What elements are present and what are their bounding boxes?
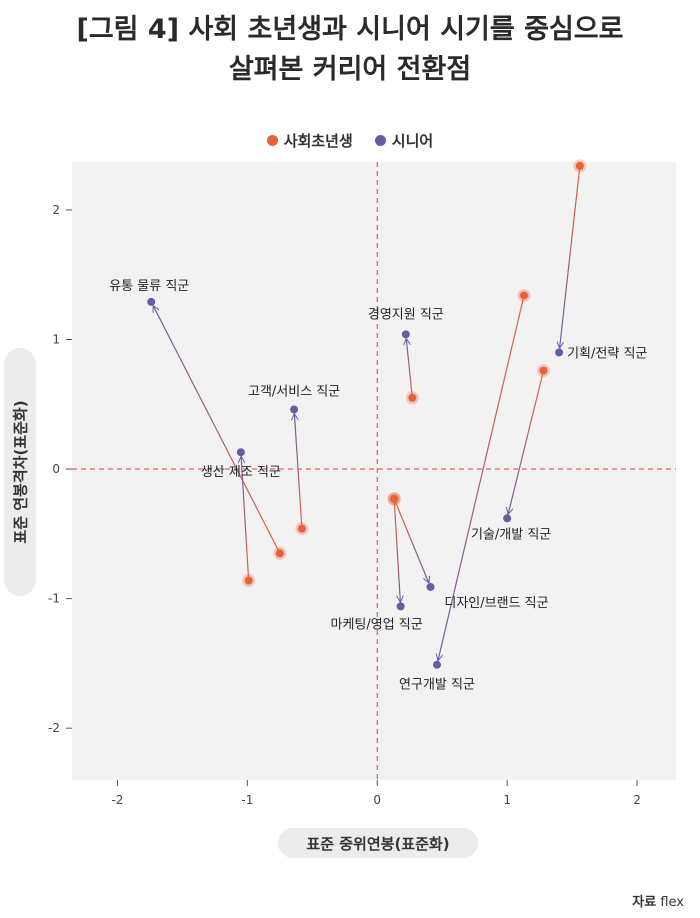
early-point: [520, 291, 529, 300]
legend-item-senior: 시니어: [374, 130, 434, 151]
x-tick-label: -1: [241, 793, 253, 807]
transition-arrow: [393, 498, 400, 602]
source-label: 자료: [632, 895, 657, 910]
group-label: 기술/개발 직군: [471, 527, 551, 542]
senior-point: [503, 514, 512, 523]
early-point: [408, 393, 417, 402]
y-axis-label-pill: [4, 348, 36, 596]
transition-arrow: [241, 457, 250, 581]
transition-arrow: [560, 165, 581, 348]
senior-point: [290, 405, 299, 414]
senior-point: [555, 348, 564, 357]
group-label: 경영지원 직군: [368, 307, 444, 322]
senior-point: [147, 297, 156, 306]
group-label: 고객/서비스 직군: [248, 384, 340, 399]
transition-arrow: [508, 370, 545, 514]
legend-item-early: 사회초년생: [266, 130, 353, 151]
transition-arrow: [406, 339, 413, 398]
title-line-1: [그림 4] 사회 초년생과 시니어 시기를 중심으로: [76, 14, 624, 45]
group-label: 마케팅/영업 직군: [331, 617, 423, 632]
early-point: [297, 524, 306, 533]
transition-arrow: [393, 498, 428, 582]
y-axis-label: 표준 연봉격차(표준화): [11, 400, 30, 544]
x-tick-label: 1: [503, 793, 511, 807]
plot-area: [72, 162, 676, 780]
y-tick-label: 1: [52, 332, 60, 346]
senior-point: [401, 330, 410, 339]
legend-label-senior: 시니어: [391, 132, 434, 150]
title-line-2: 살펴본 커리어 전환점: [228, 54, 472, 85]
y-tick-label: -2: [48, 721, 60, 735]
senior-point: [396, 602, 405, 611]
transition-arrow: [438, 295, 525, 659]
x-tick-label: 2: [633, 793, 641, 807]
senior-point: [432, 660, 441, 669]
source-name: flex: [660, 895, 684, 910]
transition-arrow: [294, 414, 303, 529]
legend: 사회초년생 시니어: [0, 130, 700, 151]
senior-point: [236, 448, 245, 457]
early-point: [244, 576, 253, 585]
transition-arrow: [154, 306, 281, 554]
early-point: [275, 549, 284, 558]
group-label: 디자인/브랜드 직군: [444, 596, 548, 611]
legend-label-early: 사회초년생: [283, 132, 353, 150]
legend-marker-early: [266, 135, 278, 146]
legend-marker-senior: [374, 135, 386, 146]
group-label: 연구개발 직군: [399, 678, 475, 693]
group-label: 유통 물류 직군: [109, 279, 189, 294]
group-label: 기획/전략 직군: [567, 346, 647, 361]
senior-point: [426, 582, 435, 591]
x-tick-label: -2: [111, 793, 123, 807]
y-tick-label: 2: [52, 203, 60, 217]
x-axis-label: 표준 중위연봉(표준화): [278, 828, 478, 858]
early-point: [539, 366, 548, 375]
early-point: [390, 494, 399, 503]
y-tick-label: -1: [48, 592, 60, 606]
early-point: [575, 161, 584, 170]
group-label: 생산 제조 직군: [201, 465, 281, 480]
x-tick-label: 0: [373, 793, 381, 807]
source-note: 자료 flex: [632, 891, 684, 910]
chart-title: [그림 4] 사회 초년생과 시니어 시기를 중심으로 살펴본 커리어 전환점: [0, 10, 700, 90]
y-tick-label: 0: [52, 462, 60, 476]
